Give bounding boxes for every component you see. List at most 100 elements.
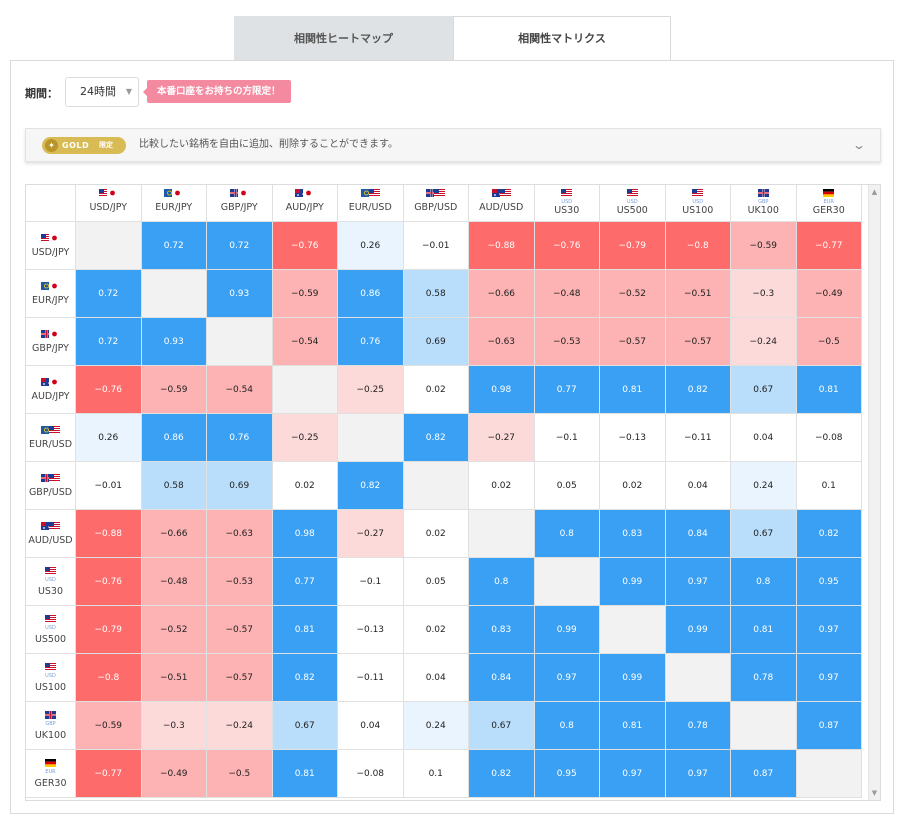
correlation-cell: −0.1 xyxy=(534,414,600,462)
flag-icon xyxy=(142,189,207,199)
correlation-cell: 0.76 xyxy=(207,414,273,462)
correlation-cell: 0.82 xyxy=(272,654,338,702)
column-label: US500 xyxy=(616,205,648,216)
column-label: EUR/USD xyxy=(348,202,392,213)
flag-currency-label: GBP xyxy=(45,721,56,727)
coin-icon: ✦ xyxy=(45,139,58,152)
correlation-cell: 0.83 xyxy=(600,510,666,558)
column-label: US100 xyxy=(682,205,714,216)
correlation-cell: 0.69 xyxy=(403,318,469,366)
correlation-cell: −0.01 xyxy=(403,222,469,270)
scroll-down-icon[interactable]: ▼ xyxy=(871,789,878,797)
correlation-cell: −0.08 xyxy=(796,414,862,462)
correlation-cell: −0.57 xyxy=(665,318,731,366)
flag-currency-label: USD xyxy=(45,673,56,679)
correlation-cell: 0.97 xyxy=(796,654,862,702)
column-header: USD/JPY xyxy=(76,185,142,222)
correlation-cell: 0.04 xyxy=(403,654,469,702)
flag-icon xyxy=(207,189,272,199)
vertical-scrollbar[interactable]: ▲ ▼ xyxy=(868,185,880,800)
tab-correlation-matrix[interactable]: 相関性マトリクス xyxy=(453,16,671,62)
period-select[interactable]: 24時間 ▼ xyxy=(65,77,139,107)
correlation-cell: 0.78 xyxy=(731,654,797,702)
correlation-matrix[interactable]: USD/JPY EUR/JPY GBP/JPY AUD/JPY EUR/USD GBP/U… xyxy=(25,184,881,801)
flag-icon xyxy=(26,567,75,577)
flag-icon xyxy=(26,282,75,292)
live-account-badge: 本番口座をお持ちの方限定！ xyxy=(147,80,291,103)
row-label: AUD/JPY xyxy=(31,391,70,402)
correlation-cell: 0.1 xyxy=(796,462,862,510)
correlation-cell: −0.57 xyxy=(207,654,273,702)
flag-icon xyxy=(26,330,75,340)
correlation-cell: −0.59 xyxy=(731,222,797,270)
flag-icon xyxy=(26,378,75,388)
correlation-cell: 0.8 xyxy=(731,558,797,606)
flag-icon xyxy=(731,189,796,199)
column-label: GER30 xyxy=(812,205,845,216)
column-label: USD/JPY xyxy=(89,202,128,213)
diagonal-cell xyxy=(338,414,404,462)
correlation-cell: 0.84 xyxy=(665,510,731,558)
correlation-cell: 0.02 xyxy=(403,606,469,654)
gold-feature-bar[interactable]: ✦ GOLD 限定 比較したい銘柄を自由に追加、削除することができます。 ⌄ xyxy=(25,128,881,162)
gold-badge-sub: 限定 xyxy=(99,141,113,149)
correlation-cell: 0.82 xyxy=(338,462,404,510)
correlation-cell: 0.72 xyxy=(76,318,142,366)
flag-currency-label: USD xyxy=(626,199,638,205)
column-label: GBP/USD xyxy=(414,202,458,213)
chevron-down-icon[interactable]: ⌄ xyxy=(851,138,867,152)
correlation-cell: 0.67 xyxy=(731,510,797,558)
correlation-cell: 0.81 xyxy=(731,606,797,654)
badge-pointer xyxy=(143,88,147,96)
flag-currency-label: EUR xyxy=(45,769,56,775)
correlation-cell: 0.02 xyxy=(272,462,338,510)
tab-correlation-heatmap[interactable]: 相関性ヒートマップ xyxy=(234,16,453,60)
correlation-cell: −0.24 xyxy=(731,318,797,366)
correlation-cell: −0.3 xyxy=(731,270,797,318)
correlation-cell: 0.82 xyxy=(796,510,862,558)
correlation-cell: 0.84 xyxy=(469,654,535,702)
column-header: GBP/JPY xyxy=(207,185,273,222)
correlation-cell: −0.79 xyxy=(76,606,142,654)
correlation-cell: 0.97 xyxy=(534,654,600,702)
row-label: AUD/USD xyxy=(28,535,73,546)
row-header: EUR/USD xyxy=(26,414,76,462)
row-header: EUR/JPY xyxy=(26,270,76,318)
row-label: GER30 xyxy=(34,778,67,789)
correlation-cell: 0.76 xyxy=(338,318,404,366)
correlation-cell: 0.81 xyxy=(600,366,666,414)
column-label: AUD/JPY xyxy=(285,202,324,213)
row-header: AUD/USD xyxy=(26,510,76,558)
diagonal-cell xyxy=(403,462,469,510)
diagonal-cell xyxy=(534,558,600,606)
correlation-cell: 0.24 xyxy=(731,462,797,510)
row-header: GBP UK100 xyxy=(26,702,76,750)
row-header: GBP/JPY xyxy=(26,318,76,366)
correlation-cell: 0.8 xyxy=(534,510,600,558)
gold-feature-text: 比較したい銘柄を自由に追加、削除することができます。 xyxy=(139,139,398,150)
correlation-cell: −0.76 xyxy=(534,222,600,270)
correlation-cell: 0.02 xyxy=(600,462,666,510)
correlation-cell: 0.72 xyxy=(76,270,142,318)
correlation-cell: −0.25 xyxy=(338,366,404,414)
correlation-cell: 0.02 xyxy=(403,510,469,558)
flag-currency-label: USD xyxy=(692,199,704,205)
correlation-cell: −0.57 xyxy=(600,318,666,366)
diagonal-cell xyxy=(207,318,273,366)
scroll-up-icon[interactable]: ▲ xyxy=(871,188,878,196)
column-label: EUR/JPY xyxy=(155,202,193,213)
correlation-cell: −0.57 xyxy=(207,606,273,654)
correlation-cell: 0.97 xyxy=(600,750,666,798)
correlation-cell: −0.52 xyxy=(600,270,666,318)
flag-icon xyxy=(26,615,75,625)
diagonal-cell xyxy=(796,750,862,798)
correlation-cell: 0.26 xyxy=(338,222,404,270)
correlation-cell: −0.59 xyxy=(141,366,207,414)
correlation-cell: 0.77 xyxy=(272,558,338,606)
correlation-cell: 0.95 xyxy=(796,558,862,606)
flag-currency-label: USD xyxy=(45,577,56,583)
diagonal-cell xyxy=(469,510,535,558)
column-header: GBP/USD xyxy=(403,185,469,222)
row-label: US100 xyxy=(34,682,67,693)
correlation-cell: −0.77 xyxy=(76,750,142,798)
